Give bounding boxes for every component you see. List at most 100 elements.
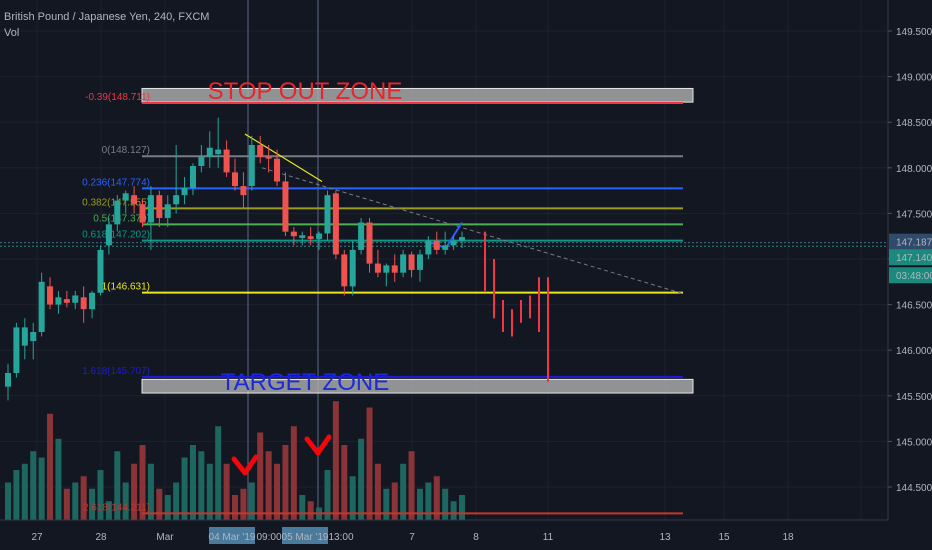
price-tick-label: 146.000 xyxy=(896,346,932,357)
volume-bar xyxy=(215,426,222,520)
price-tick-label: 148.500 xyxy=(896,118,932,129)
candle-body xyxy=(147,195,154,223)
candle-body xyxy=(366,222,373,264)
candle-body xyxy=(89,292,96,310)
candle-body xyxy=(450,240,457,246)
candlesticks xyxy=(5,117,465,401)
candle-body xyxy=(324,195,331,234)
candle-body xyxy=(358,222,365,250)
volume-bar xyxy=(223,463,230,520)
volume-bar xyxy=(366,407,373,520)
volume-bar xyxy=(400,463,407,520)
time-axis[interactable]: 27 28 Mar 04 Mar '19 09:00 05 Mar '19 13:00 7 8 1… xyxy=(0,519,932,550)
candle-body xyxy=(307,236,314,239)
candle-body xyxy=(265,156,272,159)
volume-bar xyxy=(290,426,297,520)
time-tick-label: 05 Mar '19 xyxy=(282,532,329,543)
fib-level-label: 0.236(147.774) xyxy=(82,177,150,188)
fib-level-label: 2.618(144.211) xyxy=(83,502,150,513)
time-tick-label: 18 xyxy=(782,532,794,543)
volume-bar xyxy=(240,488,247,520)
candle-body xyxy=(433,240,440,250)
fibonacci-levels: -0.39(148.711) 0(148.127) 0.236(147.774) 0.… xyxy=(82,92,683,515)
volume-bar xyxy=(332,401,339,520)
annotation-marks xyxy=(231,434,332,476)
price-tick-label: 147.500 xyxy=(896,209,932,220)
price-tick-label: 149.000 xyxy=(896,73,932,84)
volume-bar xyxy=(80,476,87,520)
price-badge-label: 03:48:00 xyxy=(896,271,932,282)
volume-bar xyxy=(181,457,188,520)
price-tick-label: 146.500 xyxy=(896,301,932,312)
time-tick-label: 8 xyxy=(473,532,479,543)
candle-body xyxy=(114,200,121,225)
fib-level-label: -0.39(148.711) xyxy=(85,92,150,103)
volume-bar xyxy=(97,470,104,520)
volume-bar xyxy=(173,482,180,520)
candle-body xyxy=(173,195,180,205)
volume-bar xyxy=(198,451,205,520)
candle-body xyxy=(282,181,289,232)
volume-bar xyxy=(450,501,457,520)
volume-bar xyxy=(459,495,465,520)
time-tick-label: 28 xyxy=(95,532,107,543)
volume-bar xyxy=(248,482,255,520)
volume-bar xyxy=(206,463,213,520)
volume-bar xyxy=(156,488,163,520)
volume-bar xyxy=(391,482,398,520)
price-tick-label: 145.000 xyxy=(896,437,932,448)
candle-body xyxy=(63,299,70,303)
price-axis[interactable]: 149.500149.000148.500148.000147.500147.0… xyxy=(887,0,932,550)
fib-level-label: 1(146.631) xyxy=(102,282,150,293)
volume-bar xyxy=(324,470,331,520)
fib-level-label: 1.618(145.707) xyxy=(82,366,150,377)
candle-body xyxy=(38,281,45,332)
candle-body xyxy=(156,195,163,218)
price-tick-label: 149.500 xyxy=(896,27,932,38)
trend-line-dashed xyxy=(261,167,684,295)
price-badge xyxy=(889,267,932,284)
volume-bar xyxy=(189,445,196,520)
candle-body xyxy=(232,172,238,187)
time-tick-label: 15 xyxy=(718,532,730,543)
volume-bar xyxy=(47,413,54,520)
volume-bar xyxy=(408,451,415,520)
check-mark-icon xyxy=(304,434,332,456)
candle-body xyxy=(374,263,381,273)
candle-body xyxy=(105,224,112,246)
candle-body xyxy=(459,237,465,241)
volume-bar xyxy=(105,501,112,520)
candle-body xyxy=(400,254,407,273)
candle-body xyxy=(408,254,415,270)
candle-body xyxy=(341,254,348,287)
price-badge-label: 147.140 xyxy=(896,253,932,264)
volume-bar xyxy=(433,476,440,520)
candle-body xyxy=(21,327,28,346)
volume-bar xyxy=(257,432,264,520)
projection-bars xyxy=(484,231,549,383)
price-tick-label: 145.500 xyxy=(896,392,932,403)
time-axis-bg xyxy=(0,520,932,550)
price-tick-label: 144.500 xyxy=(896,483,932,494)
candle-body xyxy=(223,149,230,173)
fib-level-label: 0.5(147.379) xyxy=(93,213,150,224)
candle-body xyxy=(131,195,138,205)
volume-bar xyxy=(30,451,37,520)
time-tick-label: 09:00 xyxy=(256,532,281,543)
volume-bar xyxy=(232,495,238,520)
candle-body xyxy=(97,249,104,293)
candle-body xyxy=(240,186,247,196)
volume-bar xyxy=(147,463,154,520)
volume-bar xyxy=(55,438,62,520)
grid-lines xyxy=(0,0,888,520)
volume-label: Vol xyxy=(4,27,20,39)
candle-body xyxy=(47,286,54,305)
zone-label: TARGET ZONE xyxy=(221,369,389,396)
price-badge xyxy=(889,249,932,266)
candle-body xyxy=(257,145,264,157)
volume-bar xyxy=(72,482,79,520)
candle-body xyxy=(299,235,306,239)
time-tick-label: 13 xyxy=(659,532,671,543)
zone-label: STOP OUT ZONE xyxy=(208,78,403,105)
